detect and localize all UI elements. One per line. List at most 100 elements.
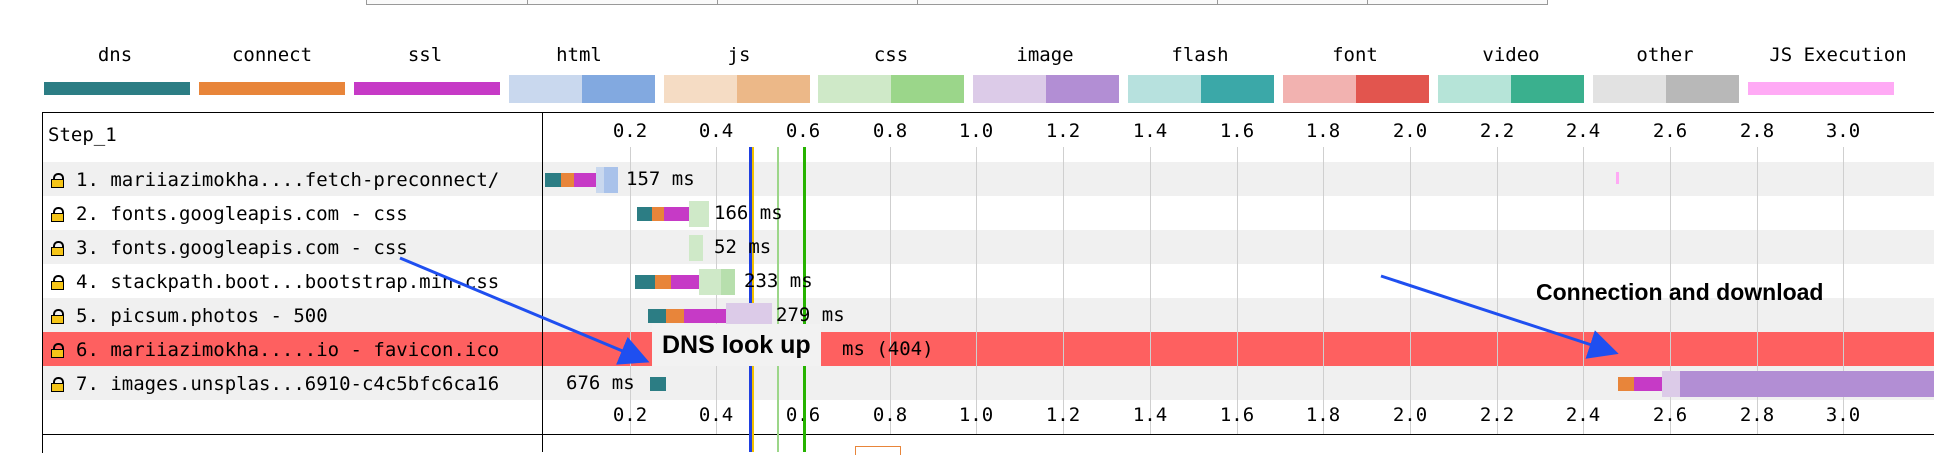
legend-label-dns: dns xyxy=(97,44,133,66)
connection-download-annotation: Connection and download xyxy=(1536,279,1824,305)
bar-dns xyxy=(650,377,666,391)
bar-dns xyxy=(635,275,655,289)
request-duration: 166 ms xyxy=(714,202,783,224)
tick-label: 2.8 xyxy=(1739,120,1775,142)
tick-label: 2.8 xyxy=(1739,404,1775,426)
bar-html-download xyxy=(604,167,618,193)
bar-ssl xyxy=(684,309,726,323)
legend-swatch-flash xyxy=(1128,75,1274,103)
legend-label-js: js xyxy=(727,44,751,66)
tick-label: 0.4 xyxy=(698,120,734,142)
bar-ssl xyxy=(1634,377,1662,391)
first-paint-line xyxy=(749,147,752,452)
request-duration: 279 ms xyxy=(776,304,845,326)
lock-icon xyxy=(51,309,64,324)
tick-label: 2.2 xyxy=(1479,120,1515,142)
lock-icon xyxy=(51,207,64,222)
lock-icon xyxy=(51,275,64,290)
legend-label-video: video xyxy=(1482,44,1540,66)
bar-dns xyxy=(648,309,666,323)
tick-label: 0.6 xyxy=(773,404,833,426)
tick-label: 2.0 xyxy=(1392,404,1428,426)
tick-label: 0.2 xyxy=(612,120,648,142)
waterfall-panel xyxy=(42,112,1934,453)
request-row-5[interactable]: 5. picsum.photos - 500 xyxy=(43,299,328,333)
dom-content-loaded-line xyxy=(777,147,779,452)
marker-box xyxy=(855,446,901,455)
bar-css-download xyxy=(699,269,721,295)
legend-label-image: image xyxy=(1016,44,1074,66)
request-row-2[interactable]: 2. fonts.googleapis.com - css xyxy=(43,197,408,231)
request-row-1[interactable]: 1. mariiazimokha....fetch-preconnect/ xyxy=(43,163,499,197)
request-label: 2. fonts.googleapis.com - css xyxy=(76,203,408,225)
request-row-6[interactable]: 6. mariiazimokha.....io - favicon.ico xyxy=(43,333,499,367)
bar-dns xyxy=(637,207,652,221)
waterfall-row-bg xyxy=(43,298,1934,332)
legend-swatch-dns xyxy=(44,82,190,95)
bar-connect xyxy=(561,173,574,187)
legend-swatch-ssl xyxy=(354,82,500,95)
request-label: 5. picsum.photos - 500 xyxy=(76,305,328,327)
tick-label: 2.2 xyxy=(1479,404,1515,426)
tick-label: 2.4 xyxy=(1565,120,1601,142)
bar-image-wait xyxy=(1662,371,1680,397)
legend-label-flash: flash xyxy=(1171,44,1229,66)
tick-label: 1.2 xyxy=(1045,120,1081,142)
tick-label: 3.0 xyxy=(1825,404,1861,426)
lock-icon xyxy=(51,241,64,256)
tick-label: 1.6 xyxy=(1219,120,1255,142)
js-execution-mark xyxy=(1616,172,1619,184)
bar-connect xyxy=(652,207,664,221)
request-duration: 157 ms xyxy=(626,168,695,190)
legend-label-font: font xyxy=(1332,44,1378,66)
tick-label: 2.4 xyxy=(1565,404,1601,426)
tick-label: 2.6 xyxy=(1652,120,1688,142)
bar-ssl xyxy=(671,275,699,289)
request-duration: 233 ms xyxy=(744,270,813,292)
request-label: 3. fonts.googleapis.com - css xyxy=(76,237,408,259)
legend-swatch-image xyxy=(973,75,1119,103)
bar-css-download-dark xyxy=(721,269,735,295)
bar-connect xyxy=(666,309,684,323)
bar-css-download xyxy=(689,201,709,227)
legend-swatch-js-execution xyxy=(1748,82,1894,95)
bar-connect xyxy=(1618,377,1634,391)
request-label: 1. mariiazimokha....fetch-preconnect/ xyxy=(76,169,500,191)
clipped-table-edge xyxy=(366,0,1548,5)
legend-swatch-other xyxy=(1593,75,1739,103)
request-duration: 52 ms xyxy=(714,236,772,258)
request-row-7[interactable]: 7. images.unsplas...6910-c4c5bfc6ca16 xyxy=(43,367,499,401)
waterfall-row-bg xyxy=(43,230,1934,264)
bar-connect xyxy=(655,275,671,289)
waterfall-row-error-bg xyxy=(43,332,1934,366)
tick-label: 2.0 xyxy=(1392,120,1428,142)
legend-swatch-html xyxy=(509,75,655,103)
legend-swatch-css xyxy=(818,75,964,103)
legend-swatch-font xyxy=(1283,75,1429,103)
tick-label: 1.4 xyxy=(1132,404,1168,426)
request-label: 6. mariiazimokha.....io - favicon.ico xyxy=(76,339,500,361)
lock-icon xyxy=(51,343,64,358)
legend-label-html: html xyxy=(556,44,602,66)
tick-label: 0.4 xyxy=(698,404,734,426)
request-row-3[interactable]: 3. fonts.googleapis.com - css xyxy=(43,231,408,265)
bar-image-download xyxy=(1680,371,1934,397)
request-label: 4. stackpath.boot...bootstrap.min.css xyxy=(76,271,500,293)
legend-label-connect: connect xyxy=(231,44,313,66)
request-duration: ms (404) xyxy=(842,338,934,360)
tick-label: 1.6 xyxy=(1219,404,1255,426)
request-row-4[interactable]: 4. stackpath.boot...bootstrap.min.css xyxy=(43,265,499,299)
legend-swatch-js xyxy=(664,75,810,103)
tick-label: 0.8 xyxy=(872,404,908,426)
request-label: 7. images.unsplas...6910-c4c5bfc6ca16 xyxy=(76,373,500,395)
lock-icon xyxy=(51,377,64,392)
bar-ssl xyxy=(574,173,596,187)
tick-label: 0.2 xyxy=(612,404,648,426)
tick-label: 0.6 xyxy=(785,120,821,142)
legend-swatch-connect xyxy=(199,82,345,95)
tick-label: 0.8 xyxy=(872,120,908,142)
tick-label: 1.8 xyxy=(1305,120,1341,142)
request-duration: 676 ms xyxy=(566,372,635,394)
legend-label-other: other xyxy=(1636,44,1694,66)
legend-label-ssl: ssl xyxy=(407,44,443,66)
